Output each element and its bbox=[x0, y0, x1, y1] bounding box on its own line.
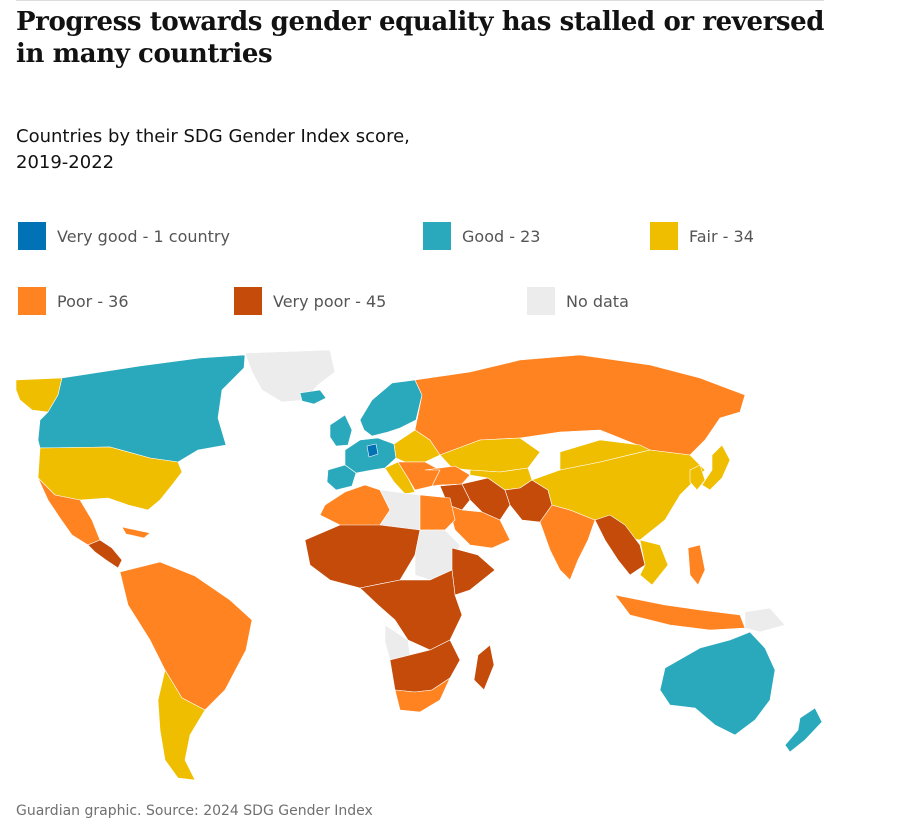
region-denmark bbox=[366, 443, 379, 458]
world-map-svg bbox=[15, 349, 823, 781]
region-cuba bbox=[121, 526, 151, 539]
world-map bbox=[0, 340, 902, 781]
legend-item-very-good: Very good - 1 country bbox=[18, 221, 230, 251]
legend-label-no-data: No data bbox=[566, 291, 629, 311]
region-central-america bbox=[87, 539, 123, 569]
legend-label-poor: Poor - 36 bbox=[57, 291, 129, 311]
source-note: Guardian graphic. Source: 2024 SDG Gende… bbox=[16, 803, 373, 819]
region-indonesia bbox=[614, 594, 746, 631]
region-japan bbox=[701, 444, 731, 491]
region-png bbox=[744, 607, 786, 633]
region-iceland bbox=[299, 389, 327, 405]
region-russia bbox=[414, 354, 746, 456]
region-uk-ireland bbox=[329, 414, 353, 447]
legend-swatch-good bbox=[423, 222, 451, 250]
region-iberia bbox=[326, 464, 357, 491]
legend-swatch-fair bbox=[650, 222, 678, 250]
legend-swatch-very-poor bbox=[234, 287, 262, 315]
legend-item-good: Good - 23 bbox=[423, 221, 540, 251]
legend-item-no-data: No data bbox=[527, 286, 629, 316]
region-new-zealand bbox=[784, 707, 823, 753]
region-egypt bbox=[419, 494, 456, 531]
legend-label-good: Good - 23 bbox=[462, 226, 541, 246]
headline: Progress towards gender equality has sta… bbox=[16, 7, 825, 69]
region-southeast-asia bbox=[639, 539, 669, 586]
region-maghreb bbox=[319, 484, 391, 531]
region-south-america-north bbox=[119, 561, 253, 711]
region-madagascar bbox=[473, 644, 495, 691]
chart-subtitle: Countries by their SDG Gender Index scor… bbox=[16, 126, 410, 173]
region-turkey bbox=[424, 465, 471, 487]
legend-swatch-no-data bbox=[527, 287, 555, 315]
region-scandinavia bbox=[359, 379, 423, 437]
legend-item-poor: Poor - 36 bbox=[18, 286, 129, 316]
region-south-africa bbox=[394, 677, 451, 713]
legend-label-fair: Fair - 34 bbox=[689, 226, 754, 246]
legend-label-very-poor: Very poor - 45 bbox=[273, 291, 387, 311]
region-horn-of-africa bbox=[451, 547, 496, 596]
legend-swatch-poor bbox=[18, 287, 46, 315]
legend-item-fair: Fair - 34 bbox=[650, 221, 754, 251]
legend-item-very-poor: Very poor - 45 bbox=[234, 286, 386, 316]
legend-swatch-very-good bbox=[18, 222, 46, 250]
region-korea bbox=[689, 464, 706, 491]
region-arabia bbox=[447, 504, 511, 549]
region-mongolia bbox=[559, 439, 651, 471]
region-sahel-west-africa bbox=[304, 524, 421, 589]
region-philippines bbox=[687, 544, 706, 586]
region-central-africa bbox=[359, 569, 463, 651]
region-australia bbox=[659, 631, 776, 736]
top-rule bbox=[16, 0, 824, 1]
legend-label-very-good: Very good - 1 country bbox=[57, 226, 230, 246]
region-canada bbox=[37, 354, 246, 463]
